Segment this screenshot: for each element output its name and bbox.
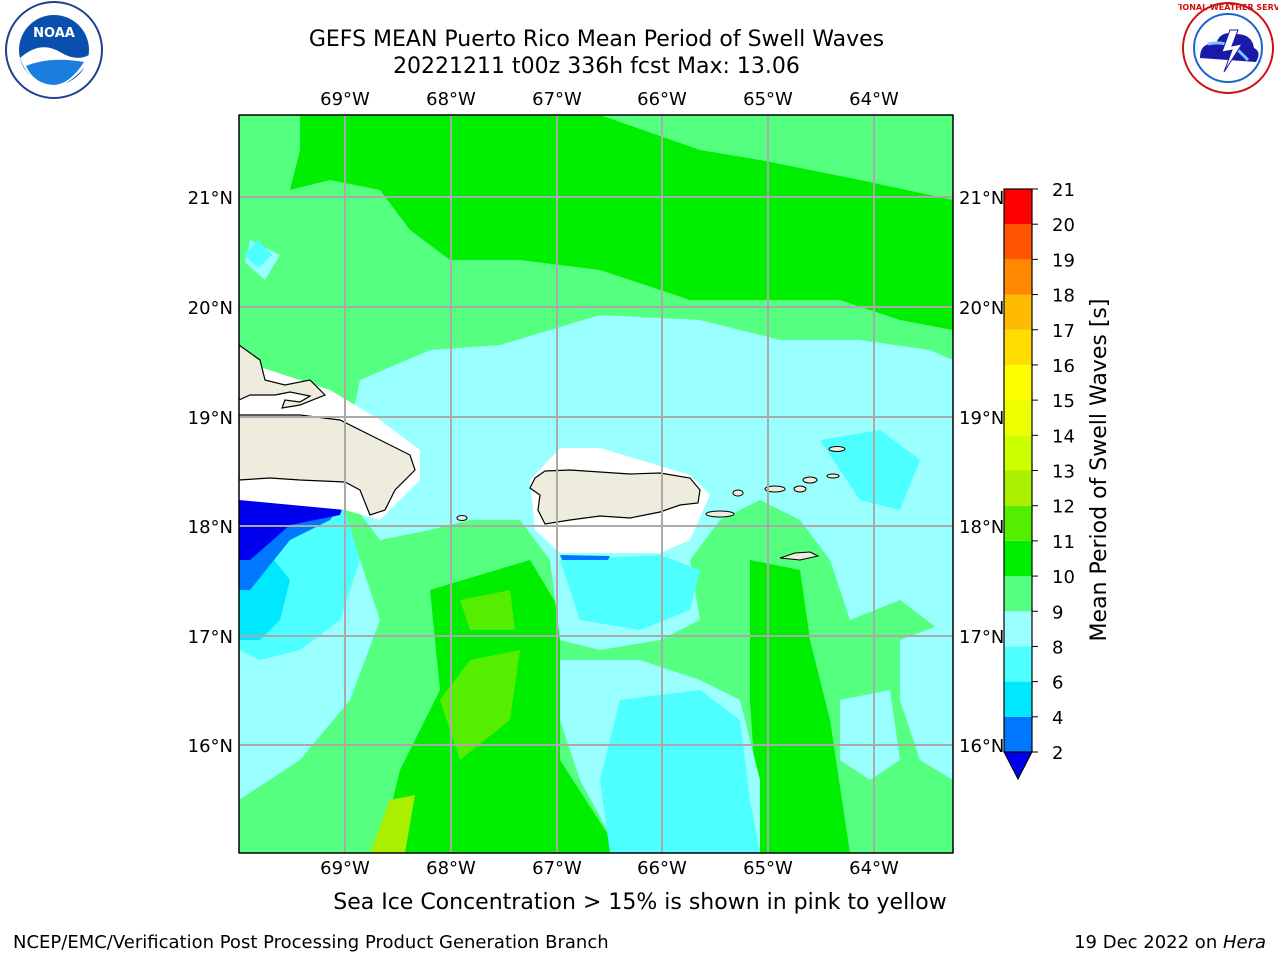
lat-label-right: 16°N [959,736,1004,757]
colorbar-swatch [1004,189,1032,225]
colorbar-tick-label: 18 [1052,286,1075,307]
colorbar-tick-label: 14 [1052,426,1075,447]
lat-label-left: 18°N [188,517,233,538]
noaa-logo-text: NOAA [33,26,75,41]
lat-label-right: 18°N [959,517,1004,538]
lon-label-bottom: 64°W [849,858,899,879]
lon-label-top: 68°W [426,89,476,110]
colorbar-tick-label: 8 [1052,637,1063,658]
lat-label-right: 21°N [959,188,1004,209]
colorbar-swatch [1004,646,1032,682]
colorbar-tick-label: 12 [1052,497,1075,518]
lat-labels-right: 21°N 20°N 19°N 18°N 17°N 16°N [959,188,1004,757]
colorbar-swatch [1004,400,1032,436]
noaa-logo: NOAA [5,1,103,99]
lat-label-left: 16°N [188,736,233,757]
colorbar-swatch [1004,681,1032,717]
lat-label-right: 17°N [959,627,1004,648]
lat-label-left: 19°N [188,408,233,429]
map-frame [238,114,954,854]
colorbar-swatch [1004,435,1032,471]
colorbar-tick-label: 4 [1052,708,1063,729]
lon-label-bottom: 66°W [637,858,687,879]
colorbar-tick-label: 16 [1052,356,1075,377]
colorbar-tick-label: 20 [1052,215,1075,236]
lat-labels-left: 21°N 20°N 19°N 18°N 17°N 16°N [188,188,233,757]
lon-label-top: 66°W [637,89,687,110]
colorbar-swatch [1004,470,1032,506]
colorbar-tick-label: 17 [1052,321,1075,342]
lat-label-right: 20°N [959,298,1004,319]
colorbar-swatch [1004,540,1032,577]
footer-date: 19 Dec 2022 on Hera [1074,932,1266,953]
colorbar-label: Mean Period of Swell Waves [s] [1087,299,1112,642]
lat-label-right: 19°N [959,408,1004,429]
lon-label-bottom: 68°W [426,858,476,879]
nws-logo: NATIONAL WEATHER SERVICE [1178,2,1278,94]
colorbar-swatch [1004,364,1032,401]
colorbar-swatch [1004,329,1032,365]
lon-label-bottom: 67°W [532,858,582,879]
colorbar-tick-label: 10 [1052,567,1075,588]
colorbar-swatch [1004,294,1032,330]
lat-label-left: 17°N [188,627,233,648]
colorbar-tick-label: 13 [1052,462,1075,483]
lon-label-top: 69°W [320,89,370,110]
colorbar-under-arrow [1003,751,1033,781]
chart-subtitle: 20221211 t00z 336h fcst Max: 13.06 [393,54,800,79]
colorbar-swatch [1004,224,1032,260]
lat-label-left: 20°N [188,298,233,319]
colorbar-swatch [1004,716,1032,752]
graticule [239,115,953,853]
lon-label-top: 65°W [743,89,793,110]
colorbar-tick-label: 11 [1052,532,1075,553]
lat-label-left: 21°N [188,188,233,209]
colorbar [1003,188,1033,781]
colorbar-tick-label: 6 [1052,673,1063,694]
lon-label-bottom: 65°W [743,858,793,879]
lon-label-bottom: 69°W [320,858,370,879]
colorbar-tick-label: 2 [1052,743,1063,764]
lon-labels-bottom: 69°W 68°W 67°W 66°W 65°W 64°W [320,858,899,879]
colorbar-swatch [1004,259,1032,295]
footer-branch: NCEP/EMC/Verification Post Processing Pr… [13,932,609,953]
colorbar-ticks: 2 4 6 8 9 10 11 12 13 14 15 16 17 18 19 20 21 [1032,180,1075,764]
colorbar-tick-label: 15 [1052,391,1075,412]
colorbar-swatch [1004,576,1032,612]
map-field [239,115,953,853]
colorbar-tick-label: 19 [1052,250,1075,271]
colorbar-swatch [1004,611,1032,647]
colorbar-swatch [1004,505,1032,541]
lon-labels-top: 69°W 68°W 67°W 66°W 65°W 64°W [320,89,899,110]
lon-label-top: 67°W [532,89,582,110]
lon-label-top: 64°W [849,89,899,110]
colorbar-tick-label: 21 [1052,180,1075,201]
colorbar-tick-label: 9 [1052,602,1063,623]
footer-host: Hera [1222,932,1266,953]
sea-ice-note: Sea Ice Concentration > 15% is shown in … [333,890,947,915]
footer-date-text: 19 Dec 2022 on [1074,932,1223,953]
chart-title: GEFS MEAN Puerto Rico Mean Period of Swe… [308,27,885,52]
nws-logo-text: NATIONAL WEATHER SERVICE [1178,3,1278,12]
